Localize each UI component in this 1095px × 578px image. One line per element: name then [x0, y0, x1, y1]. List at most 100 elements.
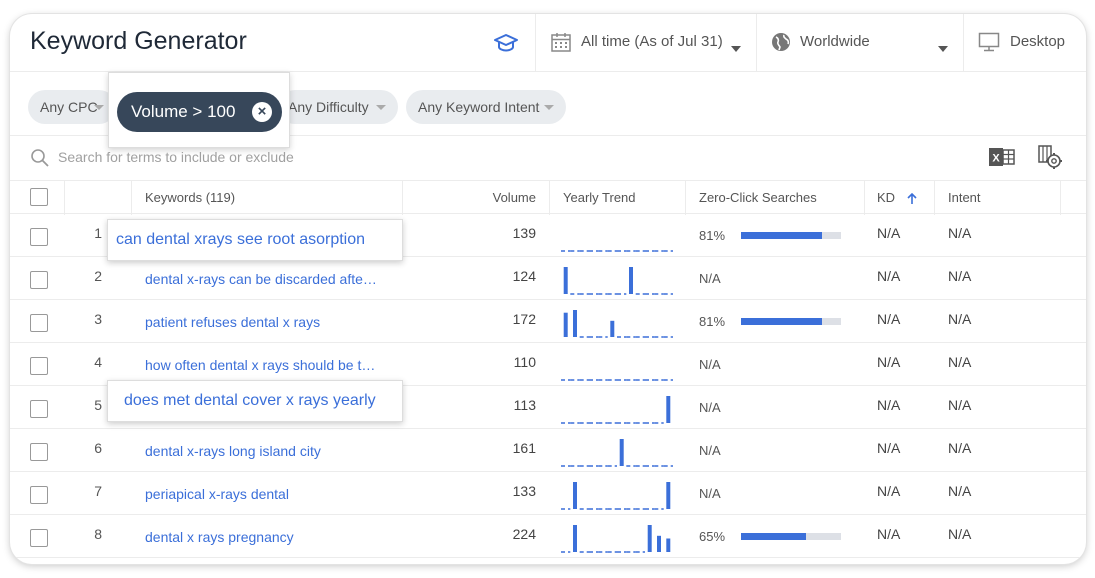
desktop-icon	[978, 31, 1000, 58]
kd-value: N/A	[877, 225, 901, 241]
difficulty-filter[interactable]: Any Difficulty	[278, 90, 398, 124]
zero-click-value: N/A	[699, 400, 721, 415]
globe-icon	[770, 31, 792, 58]
select-all-checkbox[interactable]	[30, 188, 48, 206]
trend-bar	[647, 525, 652, 552]
column-divider	[1060, 181, 1061, 215]
keyword-tooltip: can dental xrays see root asorption	[107, 219, 403, 261]
trend-bar	[573, 482, 577, 509]
table-row: 7 periapical x-rays dental 133 N/A N/A N/A	[10, 472, 1086, 515]
zero-click-bar	[741, 318, 841, 325]
row-checkbox[interactable]	[30, 443, 48, 461]
close-icon[interactable]: ×	[252, 102, 272, 122]
column-divider	[685, 181, 686, 215]
svg-text:X: X	[992, 153, 1000, 165]
volume-value: 113	[513, 397, 536, 413]
trend-bar	[573, 525, 577, 552]
row-number: 6	[94, 440, 102, 456]
zero-click-bar-fill	[741, 232, 822, 239]
cpc-filter[interactable]: Any CPC	[28, 90, 116, 124]
keywords-column-header[interactable]: Keywords (119)	[145, 190, 236, 205]
intent-value: N/A	[948, 268, 972, 284]
yearly-trend-chart	[561, 396, 671, 424]
zero-click-column-header[interactable]: Zero-Click Searches	[699, 190, 817, 205]
keyword-generator-panel: Keyword Generator All time (As of Jul 31…	[10, 14, 1086, 564]
yearly-trend-chart	[561, 379, 673, 381]
row-checkbox[interactable]	[30, 228, 48, 246]
search-icon	[30, 148, 50, 173]
graduation-cap-icon[interactable]	[494, 32, 518, 59]
device-dropdown[interactable]: Desktop	[1010, 33, 1066, 50]
row-checkbox[interactable]	[30, 529, 48, 547]
search-input[interactable]	[58, 146, 458, 168]
yearly-trend-chart	[561, 250, 673, 252]
trend-bar	[666, 482, 671, 509]
row-number: 1	[94, 225, 102, 241]
zero-click-value: 81%	[699, 228, 726, 243]
keyword-link[interactable]: dental x rays pregnancy	[145, 529, 294, 545]
row-checkbox[interactable]	[30, 486, 48, 504]
row-checkbox[interactable]	[30, 314, 48, 332]
row-checkbox[interactable]	[30, 400, 48, 418]
table-row: 8 dental x rays pregnancy 224 65% N/A N/A	[10, 515, 1086, 558]
chevron-down-icon[interactable]	[938, 39, 948, 57]
zero-click-value: 65%	[699, 529, 726, 544]
volume-column-header[interactable]: Volume	[492, 190, 536, 205]
intent-value: N/A	[948, 526, 972, 542]
kd-value: N/A	[877, 526, 901, 542]
row-checkbox[interactable]	[30, 357, 48, 375]
intent-value: N/A	[948, 440, 972, 456]
volume-value: 224	[512, 526, 536, 542]
chevron-down-icon	[94, 105, 104, 110]
yearly-trend-chart	[561, 439, 673, 467]
volume-filter-chip[interactable]: Volume > 100 ×	[117, 92, 282, 132]
table-row: 2 dental x-rays can be discarded afte… 124…	[10, 257, 1086, 300]
zero-click-value: N/A	[699, 443, 721, 458]
intent-value: N/A	[948, 354, 972, 370]
kd-value: N/A	[877, 397, 901, 413]
kd-column-label: KD	[877, 190, 896, 205]
keyword-link[interactable]: patient refuses dental x rays	[145, 314, 321, 330]
intent-column-header[interactable]: Intent	[948, 190, 981, 205]
kd-column-header[interactable]: KD	[877, 181, 917, 215]
column-settings-icon[interactable]	[1037, 144, 1063, 175]
keyword-intent-filter-label: Any Keyword Intent	[418, 99, 540, 115]
table-row: 6 dental x-rays long island city 161 N/A N/A…	[10, 429, 1086, 472]
table-header: Keywords (119) Volume Yearly Trend Zero-…	[10, 180, 1086, 215]
trend-bar	[629, 267, 633, 294]
keyword-link[interactable]: dental x-rays long island city	[145, 443, 321, 459]
header-divider	[963, 14, 964, 72]
column-divider	[131, 181, 132, 215]
chevron-down-icon[interactable]	[731, 39, 741, 57]
yearly-trend-chart	[561, 525, 671, 553]
location-dropdown[interactable]: Worldwide	[800, 33, 870, 50]
row-number: 7	[94, 483, 102, 499]
trend-bar	[619, 439, 624, 466]
trend-bar	[563, 312, 568, 337]
volume-value: 110	[513, 354, 536, 370]
zero-click-value: N/A	[699, 357, 721, 372]
trend-bar	[563, 267, 568, 294]
keyword-link[interactable]: how often dental x rays should be t…	[145, 357, 376, 373]
zero-click-bar-fill	[741, 318, 822, 325]
zero-click-bar	[741, 232, 841, 239]
yearly-trend-chart	[563, 310, 673, 338]
kd-value: N/A	[877, 354, 901, 370]
volume-filter-label: Volume > 100	[131, 102, 236, 121]
zero-click-bar-fill	[741, 533, 806, 540]
calendar-icon	[550, 31, 572, 58]
zero-click-value: 81%	[699, 314, 726, 329]
kd-value: N/A	[877, 483, 901, 499]
row-number: 2	[94, 268, 102, 284]
yearly-trend-column-header[interactable]: Yearly Trend	[563, 190, 636, 205]
keyword-link[interactable]: dental x-rays can be discarded afte…	[145, 271, 377, 287]
trend-bar	[666, 538, 671, 552]
date-filter-dropdown[interactable]: All time (As of Jul 31)	[581, 33, 723, 50]
keyword-link[interactable]: periapical x-rays dental	[145, 486, 289, 502]
sort-arrow-up-icon[interactable]	[907, 192, 917, 205]
excel-export-icon[interactable]: X	[989, 145, 1015, 174]
keyword-intent-filter[interactable]: Any Keyword Intent	[406, 90, 566, 124]
row-checkbox[interactable]	[30, 271, 48, 289]
chevron-down-icon	[376, 105, 386, 110]
header-divider	[535, 14, 536, 72]
